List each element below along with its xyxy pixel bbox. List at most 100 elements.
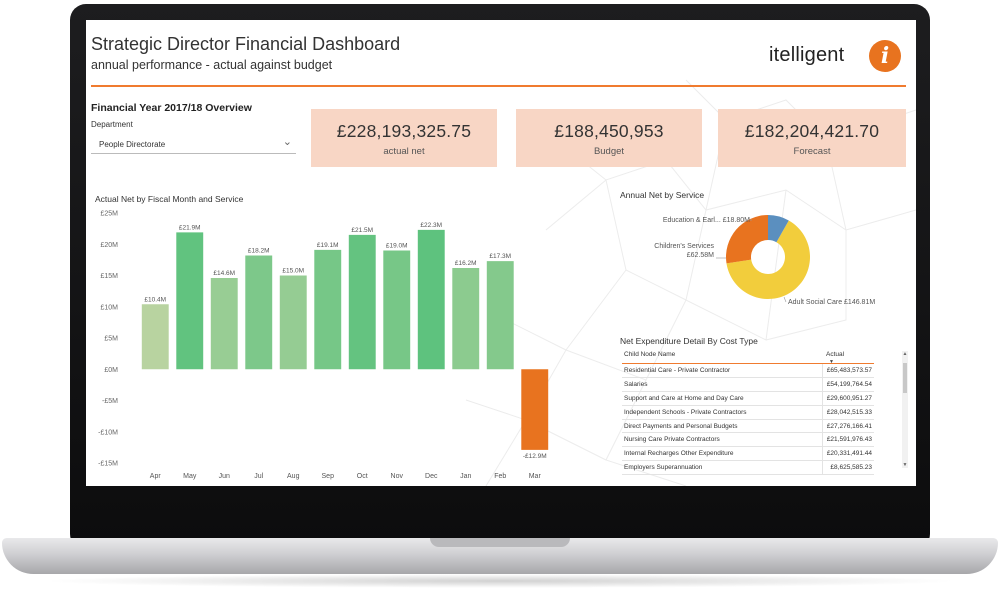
cell-child-node-name: Employers Superannuation [624, 464, 703, 472]
x-tick-label: Nov [391, 473, 404, 480]
bar [279, 275, 307, 370]
bar [210, 278, 238, 370]
bar-data-label: £17.3M [489, 253, 511, 260]
column-header-actual[interactable]: Actual [826, 351, 845, 358]
bar-data-label: -£12.9M [523, 453, 547, 460]
cell-actual: £54,199,764.54 [826, 380, 872, 388]
cell-child-node-name: Salaries [624, 380, 648, 388]
y-tick-label: -£5M [102, 398, 118, 405]
card-actual-net[interactable]: £228,193,325.75 actual net [311, 109, 497, 167]
itelligent-logo: itelligent i [769, 40, 904, 76]
cell-child-node-name: Residential Care - Private Contractor [624, 367, 731, 374]
x-tick-label: Oct [357, 473, 368, 480]
y-tick-label: £20M [100, 242, 118, 249]
donut-chart: Adult Social Care £146.81M Children's Ser… [654, 215, 875, 306]
cell-actual: £8,625,585.23 [830, 464, 872, 472]
bar [176, 232, 204, 370]
bar [486, 261, 514, 370]
cell-actual: £27,276,166.41 [826, 422, 872, 430]
page-subtitle: annual performance - actual against budg… [91, 58, 333, 72]
bar-data-label: £16.2M [455, 260, 477, 267]
cell-actual: £20,331,491.44 [826, 450, 872, 458]
logo-wordmark: itelligent [769, 44, 845, 66]
scroll-up-icon[interactable]: ▲ [902, 351, 908, 357]
x-tick-label: Jun [219, 473, 230, 480]
table-title: Net Expenditure Detail By Cost Type [620, 336, 758, 346]
scroll-down-icon[interactable]: ▼ [902, 462, 908, 468]
cost-type-table: Child Node Name Actual ▼ Residential Car… [622, 350, 874, 476]
column-divider [822, 364, 823, 377]
logo-i-icon: i [869, 40, 901, 72]
table-row[interactable]: Residential Care - Private Contractor £65… [622, 364, 874, 378]
card-label: Forecast [793, 146, 831, 157]
cell-child-node-name: Independent Schools - Private Contractor… [624, 408, 747, 416]
column-divider [822, 391, 823, 405]
x-tick-label: Dec [425, 473, 438, 480]
table-row[interactable]: Direct Payments and Personal Budgets £27,… [622, 419, 874, 434]
column-divider [822, 405, 823, 419]
slice-label: Adult Social Care £146.81M [788, 299, 875, 306]
department-dropdown[interactable]: People Directorate ⌄ [91, 135, 296, 154]
bar [141, 304, 169, 370]
slice-label: Education & Earl... £18.80M [663, 217, 750, 224]
page-title: Strategic Director Financial Dashboard [91, 34, 401, 54]
column-divider [822, 447, 823, 461]
x-tick-label: Jul [254, 473, 263, 480]
donut-slice [768, 215, 789, 243]
table-row[interactable]: Internal Recharges Other Expenditure £20,… [622, 447, 874, 462]
bar-chart-title: Actual Net by Fiscal Month and Service [95, 194, 244, 204]
bar [383, 250, 411, 370]
donut-slice [726, 220, 810, 299]
table-row[interactable]: Employers Superannuation £8,625,585.23 [622, 461, 874, 476]
cell-child-node-name: Nursing Care Private Contractors [624, 436, 720, 444]
y-tick-label: £5M [104, 336, 118, 343]
column-divider [822, 433, 823, 447]
overview-heading: Financial Year 2017/18 Overview [91, 102, 252, 114]
table-row[interactable]: Salaries £54,199,764.54 [622, 377, 874, 392]
bar-data-label: £10.4M [144, 296, 166, 303]
cell-actual: £28,042,515.33 [826, 408, 872, 416]
x-tick-label: Jan [460, 473, 471, 480]
scroll-thumb[interactable] [903, 363, 907, 393]
y-tick-label: £15M [100, 273, 118, 280]
table-row[interactable]: Support and Care at Home and Day Care £29… [622, 391, 874, 406]
card-label: actual net [383, 146, 425, 157]
table-scrollbar[interactable]: ▲ ▼ [902, 351, 908, 468]
bar [314, 249, 342, 370]
bar-data-label: £21.5M [351, 227, 373, 234]
chevron-down-icon[interactable]: ⌄ [282, 136, 292, 148]
card-forecast[interactable]: £182,204,421.70 Forecast [718, 109, 906, 167]
donut-slice [726, 215, 768, 264]
bar-data-label: £14.6M [213, 270, 235, 277]
table-header: Child Node Name Actual ▼ [622, 350, 874, 365]
leader-line [783, 296, 787, 303]
department-label: Department [91, 120, 133, 129]
bar-data-label: £21.9M [179, 224, 201, 231]
bar-chart: £25M £20M £15M £10M £5M £0M -£5M -£10M -£15M £10.… [98, 211, 549, 480]
cell-child-node-name: Support and Care at Home and Day Care [624, 394, 744, 402]
bar-data-label: £19.1M [317, 242, 339, 249]
card-label: Budget [593, 146, 625, 157]
bar-data-label: £22.3M [420, 222, 442, 229]
slice-label: Children's Services [654, 243, 714, 250]
table-row[interactable]: Nursing Care Private Contractors £21,591,… [622, 433, 874, 448]
laptop-shadow [40, 574, 960, 588]
sort-desc-icon[interactable]: ▼ [829, 359, 834, 365]
card-value: £228,193,325.75 [336, 121, 472, 141]
column-header-child-node[interactable]: Child Node Name [624, 351, 676, 358]
table-row[interactable]: Independent Schools - Private Contractor… [622, 405, 874, 420]
column-divider [822, 377, 823, 391]
bar [245, 255, 273, 370]
cell-actual: £21,591,976.43 [826, 436, 872, 444]
y-tick-label: £0M [104, 367, 118, 374]
laptop-hinge-notch [430, 538, 570, 547]
x-tick-label: Apr [150, 473, 162, 480]
card-value: £188,450,953 [554, 121, 664, 141]
y-tick-label: £25M [100, 211, 118, 218]
card-budget[interactable]: £188,450,953 Budget [516, 109, 702, 167]
y-tick-label: -£15M [98, 461, 118, 468]
x-tick-label: Sep [322, 473, 335, 480]
slice-value-label: £62.58M [687, 252, 714, 259]
column-divider [822, 461, 823, 475]
x-tick-label: Feb [494, 473, 506, 480]
